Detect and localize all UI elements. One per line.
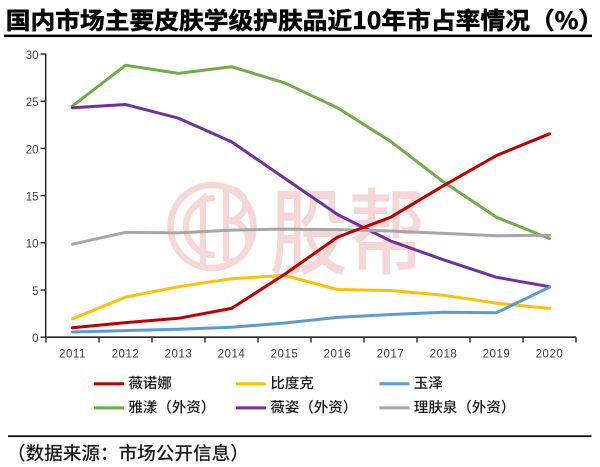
svg-text:2020: 2020 — [536, 348, 564, 360]
svg-text:2013: 2013 — [165, 348, 193, 360]
svg-text:20: 20 — [26, 144, 39, 156]
svg-text:5: 5 — [32, 286, 38, 298]
svg-text:2019: 2019 — [483, 348, 511, 360]
svg-text:2017: 2017 — [377, 348, 405, 360]
svg-text:2011: 2011 — [59, 348, 86, 360]
svg-text:15: 15 — [26, 192, 39, 204]
svg-text:2015: 2015 — [271, 348, 299, 360]
svg-text:2014: 2014 — [218, 348, 246, 360]
svg-text:0: 0 — [32, 333, 38, 345]
svg-text:25: 25 — [26, 97, 39, 109]
svg-text:30: 30 — [26, 50, 39, 62]
svg-text:10: 10 — [26, 239, 39, 251]
svg-text:2016: 2016 — [324, 348, 352, 360]
svg-text:2012: 2012 — [112, 348, 140, 360]
svg-text:2018: 2018 — [430, 348, 458, 360]
